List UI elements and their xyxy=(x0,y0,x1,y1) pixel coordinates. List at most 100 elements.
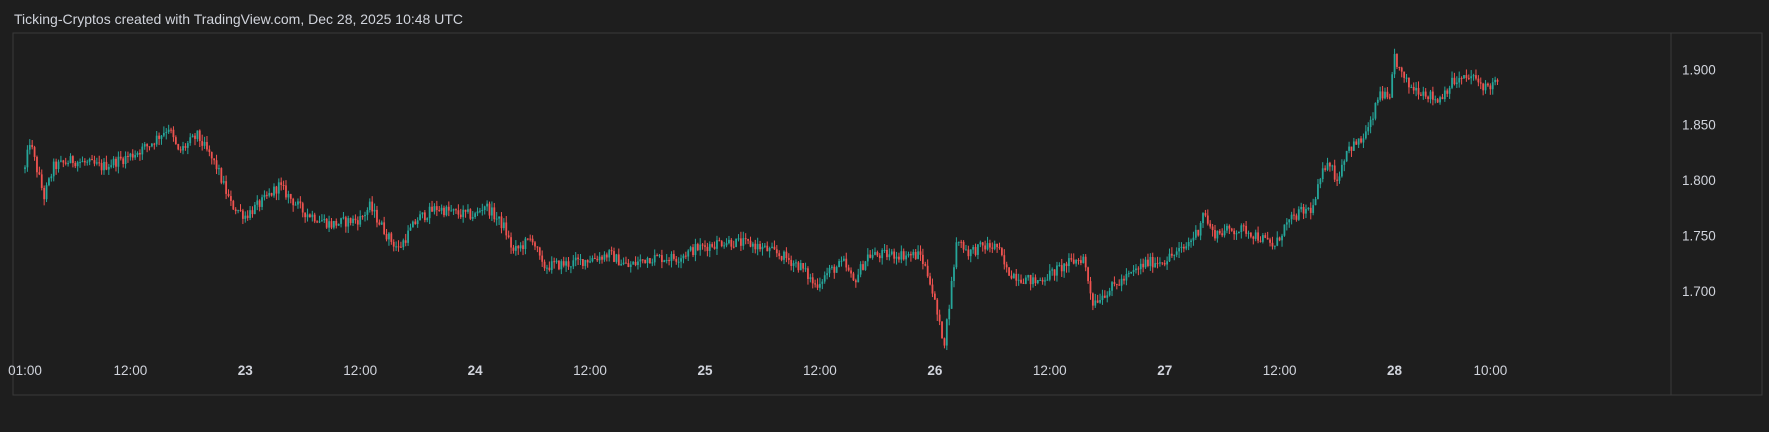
candle-body xyxy=(440,207,443,211)
candle-body xyxy=(1293,214,1295,216)
candle xyxy=(467,204,469,214)
candle xyxy=(1352,137,1355,151)
candle-body xyxy=(1362,138,1365,143)
candle xyxy=(641,259,644,264)
candle-body xyxy=(232,200,235,210)
candle xyxy=(977,244,979,260)
candle-body xyxy=(560,261,563,270)
candle-body xyxy=(696,244,699,251)
candle-body xyxy=(1345,150,1348,162)
candle xyxy=(613,247,615,263)
candle-body xyxy=(1302,206,1305,214)
candle xyxy=(1082,253,1085,264)
candle xyxy=(919,245,922,261)
candle xyxy=(1329,161,1331,172)
candle-body xyxy=(218,168,220,170)
candle-body xyxy=(744,238,747,240)
candle xyxy=(1355,139,1358,145)
candle-body xyxy=(579,259,582,261)
candle-body xyxy=(1130,271,1133,274)
candle-body xyxy=(795,262,797,264)
candle xyxy=(888,248,891,261)
candle-body xyxy=(112,158,115,166)
price-tick-label: 1.700 xyxy=(1682,284,1716,299)
candle-body xyxy=(510,237,512,248)
candle-body xyxy=(811,277,814,284)
candle xyxy=(797,261,800,273)
candle-body xyxy=(931,284,934,294)
candle xyxy=(136,151,139,158)
candle-body xyxy=(1178,248,1180,252)
candle-body xyxy=(361,216,364,218)
candle xyxy=(1046,274,1049,281)
candle-body xyxy=(409,227,412,231)
candle xyxy=(160,135,163,145)
candle xyxy=(536,246,539,253)
candle xyxy=(1005,261,1008,273)
candle-body xyxy=(256,200,259,205)
candle-body xyxy=(620,264,623,266)
candle xyxy=(129,152,132,161)
candle xyxy=(335,218,338,229)
candle xyxy=(1460,76,1463,85)
candle-body xyxy=(802,263,805,269)
candle-body xyxy=(1357,138,1360,145)
candle xyxy=(1012,272,1015,279)
candle xyxy=(967,245,970,260)
candle xyxy=(759,240,761,252)
candle-body xyxy=(1245,225,1248,234)
candle xyxy=(562,256,565,268)
time-tick-label: 26 xyxy=(927,363,943,378)
candle xyxy=(538,246,541,260)
candle-body xyxy=(1352,141,1355,151)
candle xyxy=(593,253,596,260)
candle-body xyxy=(948,308,951,320)
candle-body xyxy=(512,247,515,251)
candle-body xyxy=(910,254,912,256)
candle xyxy=(191,133,194,138)
candle xyxy=(404,233,407,247)
candle-body xyxy=(282,184,285,186)
candle xyxy=(359,210,362,228)
candle-body xyxy=(797,262,800,271)
candle xyxy=(1197,229,1200,237)
candle xyxy=(1214,224,1216,241)
candle xyxy=(644,259,647,264)
candle-body xyxy=(1103,295,1106,298)
candle xyxy=(979,240,982,248)
candle xyxy=(1420,92,1422,97)
candle-body xyxy=(103,161,105,171)
candle-body xyxy=(299,201,302,204)
candle xyxy=(1039,277,1042,281)
candle xyxy=(560,259,563,275)
candle xyxy=(902,248,905,261)
candle xyxy=(981,241,984,252)
candle-body xyxy=(840,260,843,262)
candle-body xyxy=(668,260,670,262)
candle-body xyxy=(98,162,101,164)
candle xyxy=(57,159,60,173)
candle-body xyxy=(165,131,168,133)
candle xyxy=(440,204,443,215)
candle-body xyxy=(706,246,709,251)
time-tick-label: 28 xyxy=(1387,363,1403,378)
candle-body xyxy=(115,158,117,167)
candle xyxy=(933,291,936,300)
candle-body xyxy=(1168,253,1171,262)
candle-body xyxy=(912,251,915,256)
candle xyxy=(1431,86,1434,106)
candle xyxy=(584,259,587,270)
candle xyxy=(1319,177,1322,189)
candle xyxy=(893,248,896,264)
candle-body xyxy=(641,259,644,261)
candle xyxy=(1199,221,1202,241)
candle xyxy=(265,191,268,199)
candle xyxy=(553,257,556,269)
candle xyxy=(1027,274,1030,281)
candle-body xyxy=(1228,225,1231,229)
candle-body xyxy=(1008,267,1010,276)
candle xyxy=(55,158,58,175)
candle xyxy=(1362,133,1365,149)
candle xyxy=(1314,196,1317,206)
